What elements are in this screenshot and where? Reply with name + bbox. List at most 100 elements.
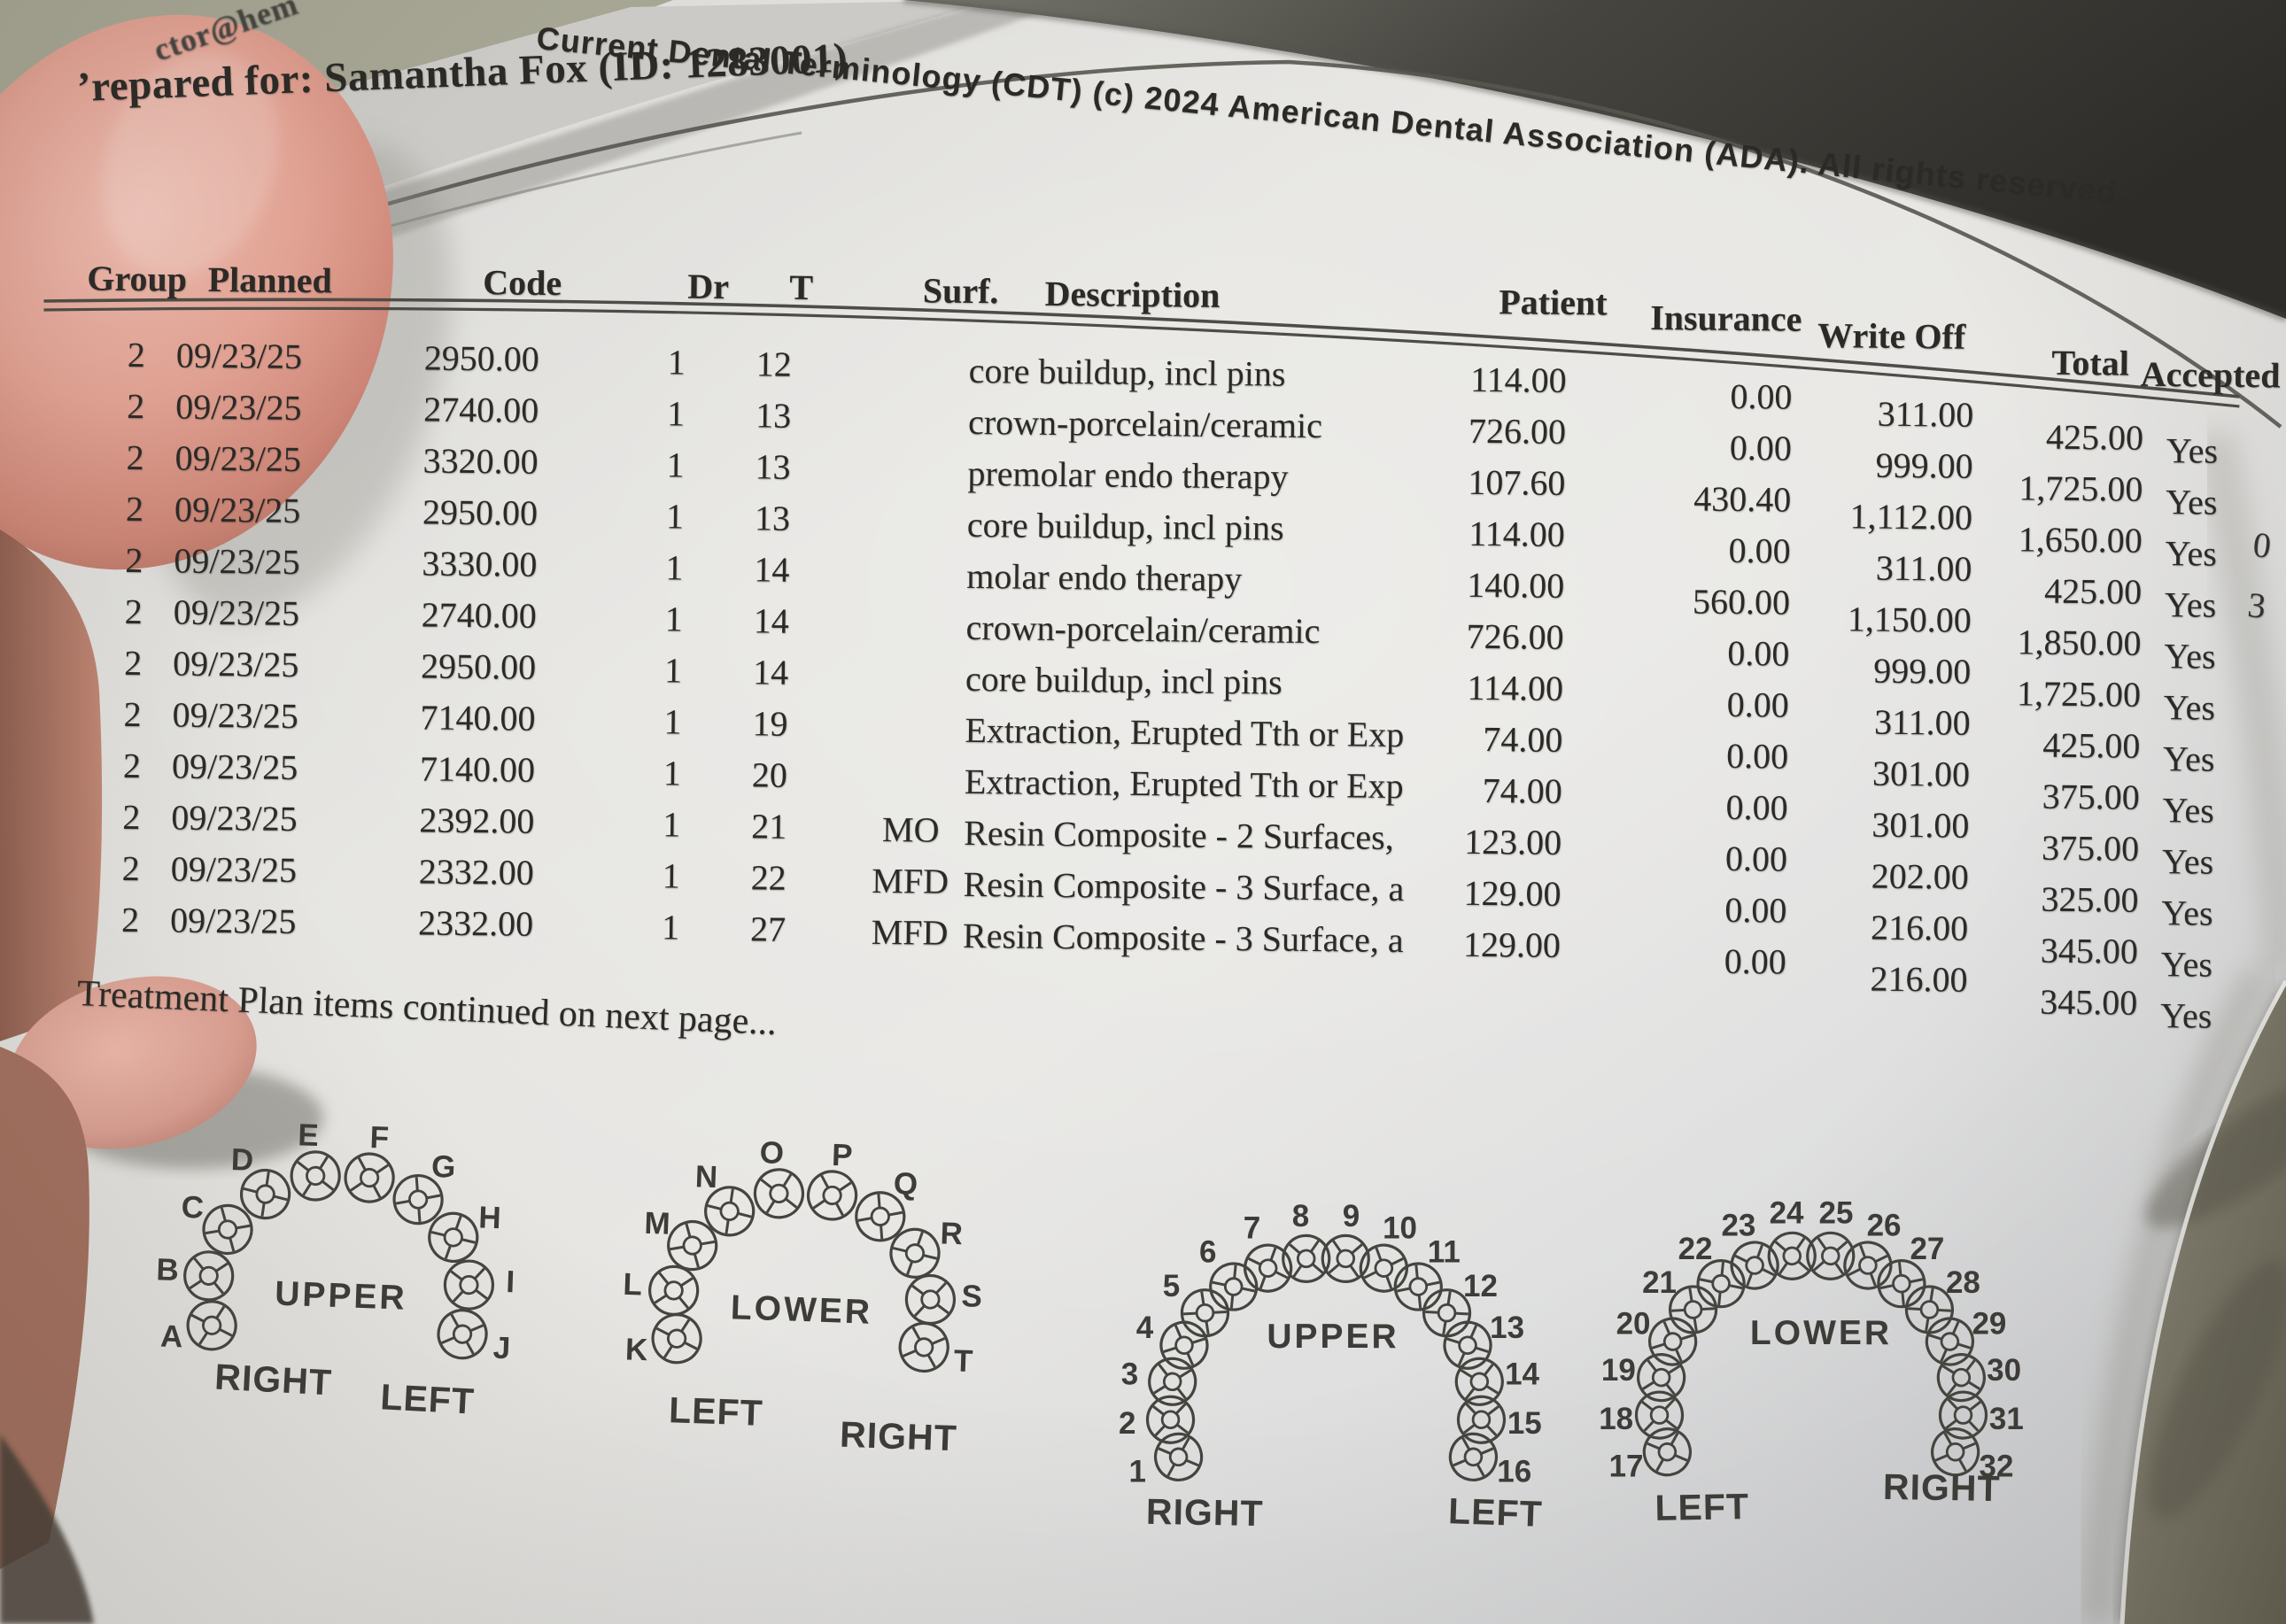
tooth-label-32: 32 [1979,1450,2013,1484]
tooth-label-30: 30 [1987,1353,2021,1388]
tooth-5 [1180,1288,1230,1338]
tooth-label-E: E [298,1117,320,1153]
couch-fold-shadow-2 [2149,1260,2286,1520]
tooth-O [753,1168,805,1219]
arch-side-label-left: RIGHT [1146,1491,1264,1534]
tooth-label-T: T [953,1343,973,1379]
tooth-label-22: 22 [1678,1232,1713,1266]
paper-right-edge [2119,979,2286,1624]
page-curl-shading [2196,429,2286,980]
tooth-label-O: O [759,1135,785,1171]
tooth-label-9: 9 [1343,1199,1360,1233]
arch-side-label-right: LEFT [1447,1490,1543,1535]
tooth-label-P: P [831,1138,853,1173]
tooth-label-M: M [644,1206,670,1241]
tooth-label-Q: Q [893,1166,918,1202]
tooth-30 [1936,1353,1986,1403]
hand-skin-lower [0,1047,89,1569]
tooth-R [889,1227,941,1279]
tooth-24 [1767,1231,1817,1280]
tooth-16 [1448,1432,1499,1481]
tooth-label-17: 17 [1609,1450,1644,1484]
tooth-S [904,1273,957,1326]
tooth-D [240,1168,291,1220]
page-fold-shadow [266,0,1056,267]
tooth-T [898,1321,949,1373]
tooth-4 [1159,1320,1209,1370]
thumb-highlight [102,51,279,276]
tooth-label-16: 16 [1497,1454,1531,1489]
tooth-label-S: S [961,1279,983,1314]
tooth-label-23: 23 [1721,1209,1755,1243]
tooth-label-19: 19 [1601,1353,1636,1388]
tooth-label-27: 27 [1910,1232,1944,1266]
treatment-plan-table: Group Planned Code Dr T Surf. Description Patie… [36,257,2281,1036]
arch-side-label-left: RIGHT [213,1357,333,1404]
paper-edge-inner-shade [2083,967,2273,1624]
arch-center-label: LOWER [1750,1314,1892,1352]
tooth-8 [1282,1233,1331,1283]
tooth-Q [855,1191,906,1242]
tooth-29 [1925,1317,1974,1366]
tooth-27 [1877,1259,1926,1309]
fold-crease-line [70,59,2282,429]
tooth-3 [1148,1357,1197,1406]
tooth-M [667,1219,718,1272]
tooth-E [290,1150,341,1202]
tooth-label-N: N [694,1159,718,1195]
tooth-label-C: C [181,1190,205,1226]
arch-center-label: LOWER [730,1288,873,1332]
arch-side-label-right: RIGHT [1883,1466,2001,1509]
tooth-9 [1321,1233,1370,1283]
tooth-label-20: 20 [1616,1307,1651,1342]
paper-top-edge-shadow [903,0,2286,322]
arch-center-label: UPPER [1267,1318,1399,1356]
tooth-label-K: K [624,1332,648,1367]
tooth-13 [1443,1320,1492,1370]
tooth-18 [1634,1390,1685,1440]
tooth-label-26: 26 [1867,1209,1902,1243]
tooth-label-7: 7 [1244,1211,1260,1246]
tooth-label-L: L [623,1267,643,1303]
tooth-label-I: I [506,1264,515,1299]
tooth-label-4: 4 [1136,1311,1154,1345]
tooth-C [202,1203,253,1256]
tooth-12 [1422,1288,1472,1338]
tooth-20 [1648,1317,1698,1366]
tooth-15 [1456,1395,1507,1444]
tooth-label-28: 28 [1946,1265,1980,1300]
tooth-label-8: 8 [1292,1199,1309,1233]
corner-shadow-bottom-left [0,1435,94,1624]
tooth-6 [1209,1262,1259,1311]
tooth-label-24: 24 [1770,1196,1804,1231]
tooth-label-11: 11 [1428,1235,1461,1270]
tooth-17 [1642,1427,1692,1477]
tooth-label-12: 12 [1463,1269,1498,1303]
tooth-label-J: J [492,1331,511,1366]
tooth-label-B: B [156,1252,180,1288]
tooth-25 [1806,1231,1856,1280]
arch-side-label-left: LEFT [668,1389,763,1434]
tooth-label-1: 1 [1129,1454,1146,1489]
tooth-L [648,1264,700,1316]
dark-corner-top-right [903,0,2286,319]
tooth-26 [1843,1241,1893,1290]
tooth-19 [1637,1353,1686,1403]
tooth-14 [1454,1357,1504,1406]
tooth-G [392,1173,444,1226]
tooth-1 [1153,1432,1204,1481]
tooth-31 [1938,1390,1988,1440]
tooth-10 [1359,1243,1408,1293]
tooth-label-3: 3 [1121,1357,1138,1392]
tooth-label-21: 21 [1642,1265,1677,1300]
hand-skin-strip [0,530,103,1041]
tooth-28 [1904,1285,1955,1334]
tooth-F [344,1152,395,1203]
tooth-2 [1145,1395,1196,1444]
arch-side-label-right: LEFT [379,1376,476,1422]
tooth-label-29: 29 [1972,1307,2006,1342]
